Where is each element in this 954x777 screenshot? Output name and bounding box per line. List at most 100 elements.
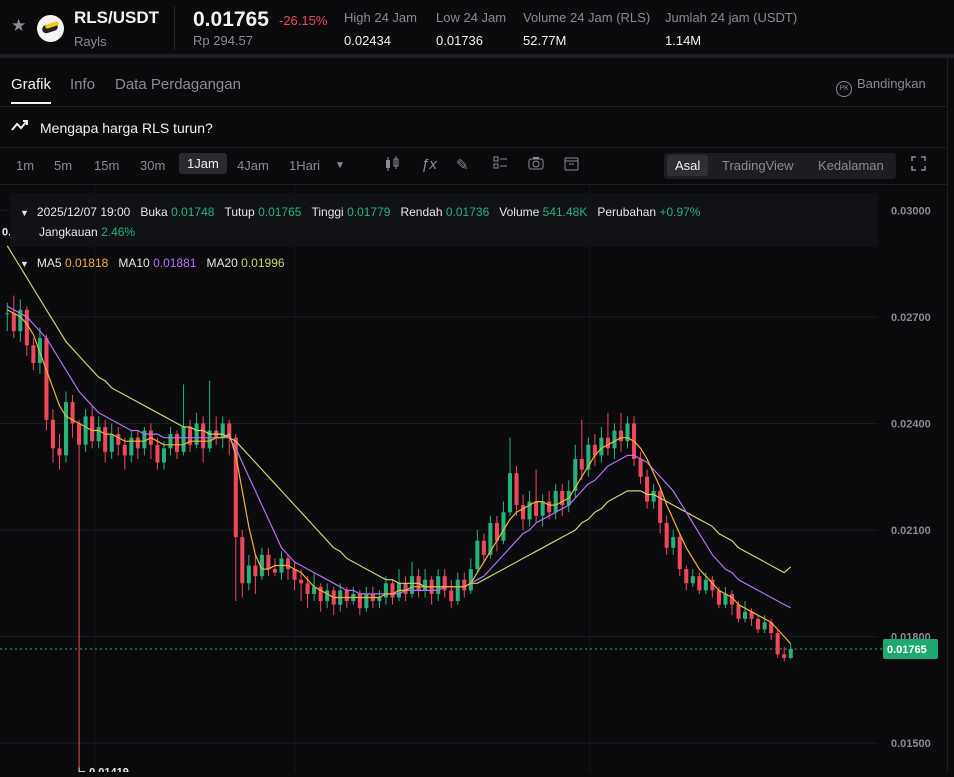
y-tick-label: 0.02700 xyxy=(891,312,931,324)
header-divider xyxy=(174,6,175,50)
timeframe-30m[interactable]: 30m xyxy=(140,158,166,173)
why-text: Mengapa harga RLS turun? xyxy=(40,120,213,136)
candle-body xyxy=(174,434,180,452)
candle-body xyxy=(11,313,16,332)
calendar-icon[interactable] xyxy=(564,156,579,175)
candle-body xyxy=(743,611,748,619)
right-edge xyxy=(947,58,954,772)
price-idr: Rp 294.57 xyxy=(193,33,253,48)
content-tabs: Grafik Info Data Perdagangan PK Bandingka… xyxy=(0,62,947,107)
fullscreen-icon[interactable] xyxy=(911,156,926,175)
min-price-marker: 0.01419 xyxy=(89,767,129,772)
candle-body xyxy=(423,579,428,591)
view-tradingview[interactable]: TradingView xyxy=(722,158,794,173)
candle-body xyxy=(592,444,597,456)
candle-body xyxy=(233,437,238,538)
stat-value-volume: 52.77M xyxy=(523,33,567,48)
candle-body xyxy=(697,576,702,591)
layout-list-icon[interactable] xyxy=(493,156,508,174)
ohlc-open: 0.01748 xyxy=(171,205,215,219)
candle-body xyxy=(586,444,591,470)
candle-body xyxy=(96,426,101,442)
candle-body xyxy=(736,604,741,619)
candle-body xyxy=(677,537,682,570)
camera-icon[interactable] xyxy=(528,156,544,174)
candle-body xyxy=(475,540,480,570)
timeframe-dropdown-icon[interactable]: ▼ xyxy=(335,160,345,171)
candle-body xyxy=(246,565,251,584)
collapse-legend-icon[interactable]: ▼ xyxy=(20,208,29,218)
candlestick-chart[interactable]: 0.03000 0.02700 0.02400 0.02100 0.01800 0.015… xyxy=(0,185,947,777)
candle-body xyxy=(775,633,780,655)
timeframe-15m[interactable]: 15m xyxy=(94,158,120,173)
candle-body xyxy=(299,579,304,584)
candle-body xyxy=(64,402,69,456)
timeframe-4jam[interactable]: 4Jam xyxy=(237,158,269,173)
candle-body xyxy=(403,583,408,594)
stat-value-high: 0.02434 xyxy=(344,33,391,48)
candle-body xyxy=(782,654,787,658)
timeframe-1hari[interactable]: 1Hari xyxy=(289,158,321,173)
chart-canvas[interactable]: 0.030000.027000.024000.021000.018000.015… xyxy=(0,185,947,777)
candle-body xyxy=(24,309,29,346)
candle-body xyxy=(481,540,486,555)
collapse-ma-icon[interactable]: ▼ xyxy=(20,259,29,269)
timeframe-1m[interactable]: 1m xyxy=(16,158,35,173)
candle-body xyxy=(729,593,734,605)
candle-body xyxy=(638,458,643,477)
candle-body xyxy=(756,618,761,630)
indicator-fx-icon[interactable]: ƒx xyxy=(421,156,437,173)
view-asal[interactable]: Asal xyxy=(667,155,709,176)
ma-legend: ▼ MA5 0.01818 MA10 0.01881 MA20 0.01996 xyxy=(20,256,285,270)
candle-body xyxy=(560,490,565,506)
candle-body xyxy=(207,430,212,449)
trend-chart-icon xyxy=(11,119,29,137)
ma20-label: MA20 xyxy=(206,256,238,270)
candle-body xyxy=(494,522,499,541)
candle-body xyxy=(540,501,545,516)
candle-body xyxy=(690,576,695,584)
stat-label-low: Low 24 Jam xyxy=(436,10,507,25)
ohlc-high: 0.01779 xyxy=(347,205,391,219)
candle-body xyxy=(168,434,173,449)
y-tick-label: 0.03000 xyxy=(891,205,931,217)
candle-body xyxy=(90,416,95,442)
candle-body xyxy=(220,423,225,438)
last-price-label: 0.01765 xyxy=(887,644,927,656)
draw-pencil-icon[interactable]: ✎ xyxy=(456,157,469,174)
ohlc-high-label: Tinggi xyxy=(311,205,344,219)
candle-body xyxy=(44,338,49,420)
candle-body xyxy=(161,448,166,463)
candle-body xyxy=(716,590,721,605)
ohlc-low: 0.01736 xyxy=(445,205,490,219)
price-change-percent: -26.15% xyxy=(279,13,328,28)
candle-body xyxy=(410,576,415,594)
favorite-star-icon[interactable]: ★ xyxy=(11,16,27,35)
stat-label-volume: Volume 24 Jam (RLS) xyxy=(523,10,651,25)
candle-body xyxy=(449,590,454,602)
candle-body xyxy=(462,579,467,591)
view-kedalaman[interactable]: Kedalaman xyxy=(818,158,884,173)
stat-value-low: 0.01736 xyxy=(436,33,483,48)
tab-data-perdagangan[interactable]: Data Perdagangan xyxy=(115,76,241,93)
ohlc-row: ▼ 2025/12/07 19:00 Buka 0.01748 Tutup 0.0… xyxy=(20,205,700,219)
compare-button[interactable]: PK Bandingkan xyxy=(836,76,926,97)
timeframe-1jam[interactable]: 1Jam xyxy=(179,153,227,174)
candle-body xyxy=(135,437,140,449)
candle-body xyxy=(710,579,715,591)
candle-body xyxy=(625,423,630,442)
ma10-value: 0.01881 xyxy=(153,256,197,270)
pair-symbol[interactable]: RLS/USDT xyxy=(74,8,159,27)
compare-label: Bandingkan xyxy=(857,76,926,91)
candle-body xyxy=(266,554,271,570)
tab-grafik[interactable]: Grafik xyxy=(11,76,52,93)
candle-body xyxy=(534,501,539,516)
candle-body xyxy=(201,423,206,449)
candle-body xyxy=(547,501,552,513)
ohlc-close: 0.01765 xyxy=(258,205,302,219)
why-banner[interactable]: Mengapa harga RLS turun? xyxy=(0,107,947,148)
timeframe-5m[interactable]: 5m xyxy=(54,158,73,173)
candle-type-icon[interactable] xyxy=(384,156,400,176)
ma20-value: 0.01996 xyxy=(241,256,285,270)
tab-info[interactable]: Info xyxy=(70,76,96,93)
